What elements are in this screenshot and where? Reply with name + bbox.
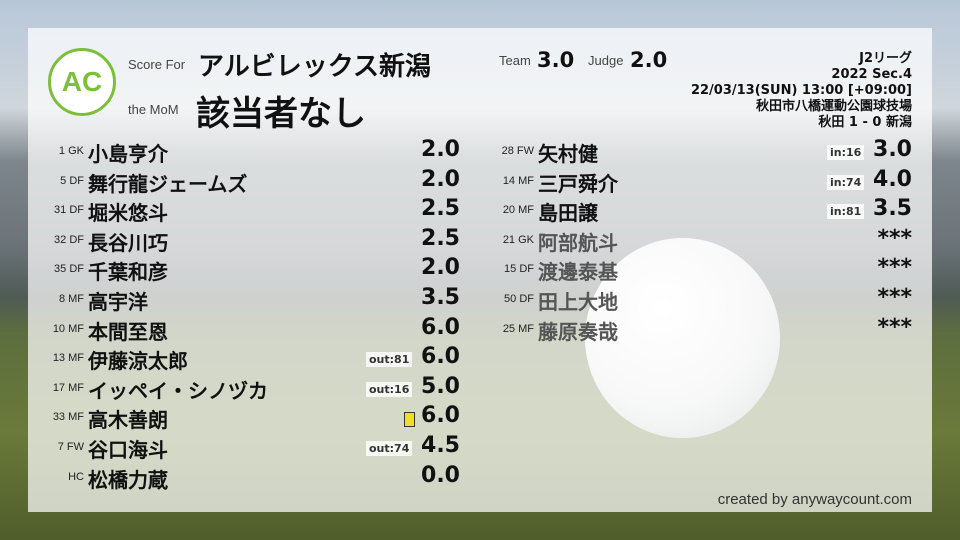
player-score: ***: [877, 285, 912, 310]
league: J2リーグ: [859, 51, 912, 66]
player-name: 谷口海斗: [88, 438, 168, 462]
substitution-badge: out:74: [366, 441, 413, 456]
match-datetime: 22/03/13(SUN) 13:00 [+09:00]: [690, 83, 912, 98]
player-score: 3.5: [421, 285, 460, 310]
team-name: アルビレックス新潟: [198, 52, 431, 82]
player-number-position: 7 FW: [57, 441, 84, 453]
player-score: 0.0: [421, 462, 460, 488]
player-name: 渡邊泰基: [538, 260, 618, 285]
player-number-position: 14 MF: [502, 174, 534, 187]
score-panel: [28, 28, 932, 512]
player-number-position: 10 MF: [52, 322, 84, 335]
player-score: ***: [877, 314, 912, 340]
player-number-position: 1 GK: [58, 145, 84, 157]
player-name: 田上大地: [538, 290, 618, 314]
yellow-card-icon: [404, 412, 415, 428]
team-score: 3.0: [537, 48, 575, 72]
player-score: 6.0: [421, 314, 460, 340]
score-for-label: Score For: [128, 57, 186, 72]
player-name: 高木善朗: [88, 408, 168, 433]
player-number-position: 31 DF: [54, 204, 84, 217]
section: 2022 Sec.4: [831, 67, 912, 82]
player-number-position: 25 MF: [502, 322, 534, 335]
player-score: 6.0: [421, 344, 460, 370]
player-number-position: 13 MF: [52, 352, 84, 365]
team-score-label: Team: [499, 53, 531, 68]
substitution-badge: in:74: [827, 174, 865, 190]
substitution-badge: out:81: [366, 352, 413, 368]
player-name: 堀米悠斗: [88, 201, 168, 226]
player-name: 小島亨介: [88, 142, 168, 166]
player-score: 3.0: [873, 137, 912, 162]
substitution-badge: in:16: [827, 145, 865, 160]
match-info: J2リーグ 2022 Sec.4 22/03/13(SUN) 13:00 [+0…: [691, 51, 912, 131]
player-number-position: 15 DF: [504, 263, 534, 276]
player-number-position: 20 MF: [502, 204, 534, 217]
player-name: 矢村健: [538, 142, 598, 166]
player-score: 4.5: [421, 433, 460, 458]
player-number-position: 32 DF: [54, 233, 84, 246]
player-name: 三戸舜介: [538, 171, 618, 196]
player-number-position: HC: [68, 470, 84, 483]
player-number-position: 28 FW: [501, 145, 534, 157]
judge-score: 2.0: [630, 48, 668, 72]
credit: created by anywaycount.com: [717, 491, 912, 508]
player-score: 2.0: [421, 137, 460, 162]
player-name: 松橋力蔵: [88, 467, 168, 492]
venue: 秋田市八橋運動公園球技場: [755, 99, 912, 114]
player-name: 藤原奏哉: [538, 319, 618, 344]
player-score: 4.0: [873, 166, 912, 192]
player-name: 千葉和彦: [88, 260, 168, 285]
player-name: 阿部航斗: [538, 230, 618, 255]
player-name: 長谷川巧: [88, 230, 168, 255]
player-number-position: 35 DF: [54, 263, 84, 276]
anywaycount-logo: AC: [48, 48, 116, 116]
player-score: 2.0: [421, 255, 460, 281]
player-score: 3.5: [873, 196, 912, 222]
player-number-position: 21 GK: [502, 233, 534, 246]
player-number-position: 5 DF: [60, 174, 84, 187]
judge-score-label: Judge: [588, 53, 624, 68]
player-number-position: 33 MF: [52, 411, 84, 424]
player-name: 島田譲: [538, 201, 598, 226]
player-score: 5.0: [421, 373, 460, 399]
player-name: 本間至恩: [88, 319, 168, 344]
player-score: 2.5: [421, 225, 460, 251]
player-number-position: 17 MF: [52, 381, 84, 394]
substitution-badge: in:81: [827, 204, 865, 220]
substitution-badge: out:16: [366, 381, 413, 397]
player-score: 2.5: [421, 196, 460, 222]
player-name: イッペイ・シノヅカ: [88, 378, 268, 403]
player-name: 舞行龍ジェームズ: [88, 171, 248, 196]
mom-name: 該当者なし: [196, 94, 366, 134]
mom-label: the MoM: [128, 102, 179, 117]
logo-text: AC: [61, 66, 103, 97]
player-score: ***: [877, 225, 912, 251]
player-score: 2.0: [421, 166, 460, 192]
player-name: 伊藤涼太郎: [88, 349, 188, 374]
match-result: 秋田 1 - 0 新潟: [818, 115, 912, 130]
player-score: 6.0: [421, 403, 460, 429]
player-name: 高宇洋: [88, 290, 148, 314]
player-number-position: 8 MF: [58, 293, 84, 305]
player-score: ***: [877, 255, 912, 281]
player-number-position: 50 DF: [504, 293, 534, 305]
